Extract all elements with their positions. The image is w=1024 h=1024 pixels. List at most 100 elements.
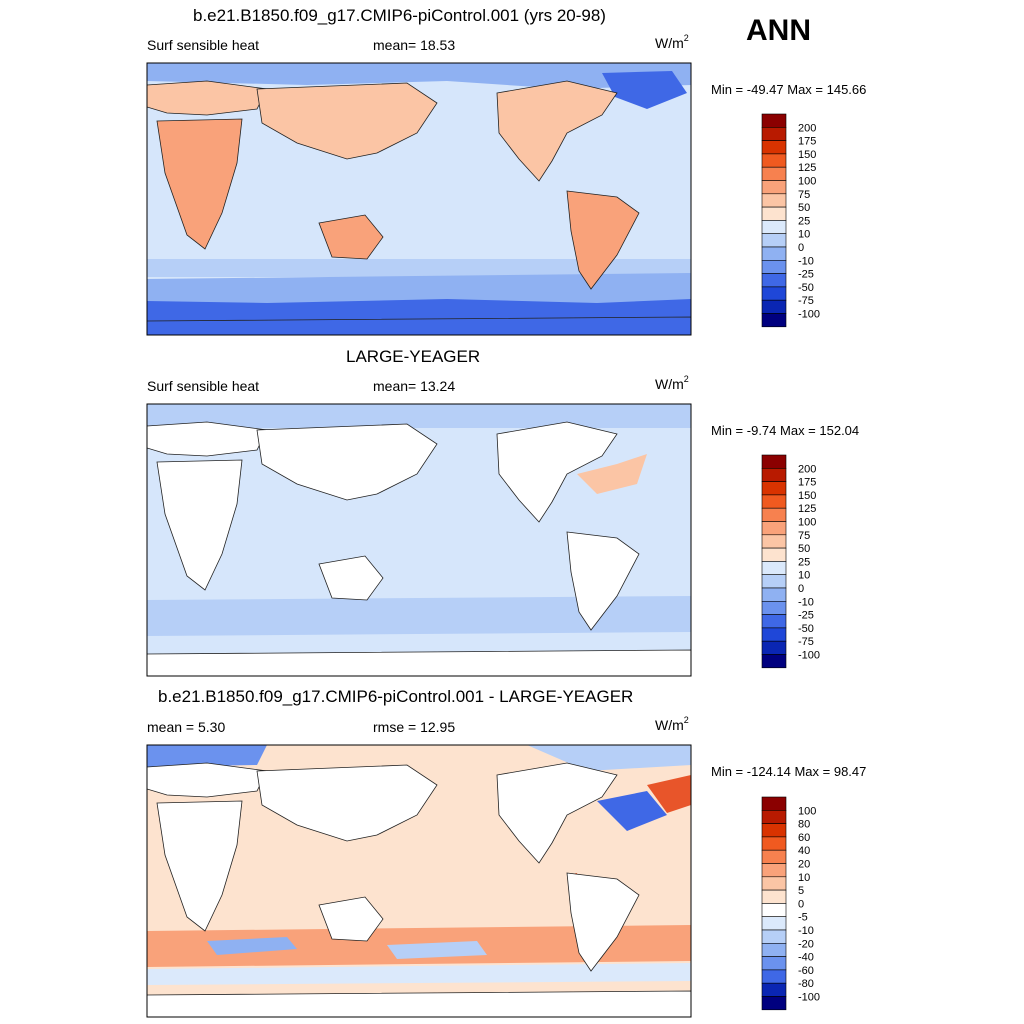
colorbar-swatch [761,206,787,221]
colorbar-tick-label: 75 [798,189,810,201]
colorbar-swatch [761,246,787,261]
panel-2-units-label: W/m2 [655,374,689,392]
colorbar-swatch [761,286,787,301]
africa-land [156,800,243,932]
colorbar-swatch [761,153,787,168]
colorbar-swatch [761,903,787,918]
colorbar-tick-label: 60 [798,832,810,844]
colorbar-swatch [761,627,787,642]
colorbar-swatch [761,996,787,1011]
colorbar-swatch [761,587,787,602]
colorbar-tick-label: -5 [798,912,808,924]
colorbar-tick-label: -100 [798,309,820,321]
colorbar-tick-label: 40 [798,845,810,857]
colorbar-swatch [761,969,787,984]
asia-land [256,764,438,842]
panel-3-minmax-label: Min = -124.14 Max = 98.47 [711,764,867,779]
colorbar-swatch [761,166,787,181]
colorbar-swatch [761,863,787,878]
colorbar-swatch [761,233,787,248]
panel-1-map [146,62,692,336]
southern-cold-patches [207,937,297,955]
arctic-east-cold [527,745,691,771]
north-america-land [496,80,618,182]
panel-3-units-label: W/m2 [655,715,689,733]
panel-3-title: b.e21.B1850.f09_g17.CMIP6-piControl.001 … [158,687,634,706]
colorbar-swatch [761,849,787,864]
southern-cold-band [147,259,691,277]
panel-2-map [146,403,692,677]
panel-3-map [146,744,692,1018]
antarctic-cold [147,963,691,985]
colorbar-swatch [761,943,787,957]
colorbar-swatch [761,260,787,274]
colorbar-tick-label: -50 [798,623,814,635]
north-atlantic-warm [647,775,691,813]
south-america-land [566,531,640,631]
colorbar-swatch [761,982,787,997]
colorbar-tick-label: -75 [798,636,814,648]
colorbar-tick-label: 50 [798,543,810,555]
africa-land [156,118,243,250]
colorbar-swatch [761,313,787,328]
colorbar-tick-label: -10 [798,596,814,608]
colorbar-tick-label: -25 [798,269,814,281]
north-america-land [496,762,618,864]
colorbar-tick-label: 0 [798,583,804,595]
map-frame [146,62,692,336]
southern-ocean-band [147,596,691,636]
australia-land [318,214,384,260]
colorbar-tick-label: 10 [798,872,810,884]
colorbar-tick-label: 80 [798,819,810,831]
colorbar-swatch [761,140,787,155]
colorbar-swatch [761,574,787,589]
colorbar-swatch [761,494,787,509]
colorbar-swatch [761,916,787,931]
panel-2-title: LARGE-YEAGER [346,347,481,366]
south-america-land [566,872,640,972]
colorbar-tick-label: -80 [798,978,814,990]
colorbar-tick-label: 125 [798,503,816,515]
colorbar-tick-label: -40 [798,952,814,964]
north-atlantic-warm [577,454,647,494]
antarctica-land [146,649,692,677]
colorbar-tick-label: -60 [798,965,814,977]
colorbar-swatch [761,601,787,615]
colorbar-tick-label: -50 [798,282,814,294]
colorbar-swatch [761,547,787,562]
europe-land [146,80,268,116]
colorbar-swatch [761,561,787,576]
colorbar-tick-label: 125 [798,162,816,174]
colorbar-swatch [761,193,787,208]
colorbar-swatch [761,220,787,235]
panel-1-variable-label: Surf sensible heat [147,37,260,53]
colorbar-swatch [761,481,787,496]
australia-land [318,555,384,601]
north-america-land [496,421,618,523]
colorbar-swatch [761,507,787,522]
colorbar-tick-label: 50 [798,202,810,214]
colorbar-tick-label: 150 [798,490,816,502]
arctic-band [147,404,691,428]
colorbar-swatch [761,534,787,549]
panel-1-minmax-label: Min = -49.47 Max = 145.66 [711,82,867,97]
europe-land [146,421,268,457]
panel-1-units-label: W/m2 [655,33,689,51]
colorbar-tick-label: 200 [798,463,816,475]
panel-2-variable-label: Surf sensible heat [147,378,260,394]
antarctica-land [146,990,692,1018]
colorbar-tick-label: -10 [798,925,814,937]
colorbar-swatch [761,468,787,482]
colorbar-swatch [761,929,787,944]
colorbar-tick-label: 20 [798,859,810,871]
colorbar-swatch [761,299,787,314]
colorbar-swatch [761,796,787,811]
map-frame [146,403,692,677]
colorbar-tick-label: 25 [798,556,810,568]
arctic-cold [147,745,267,767]
colorbar-swatch [761,889,787,904]
colorbar-tick-label: 5 [798,885,804,897]
greenland-cold [602,71,687,109]
